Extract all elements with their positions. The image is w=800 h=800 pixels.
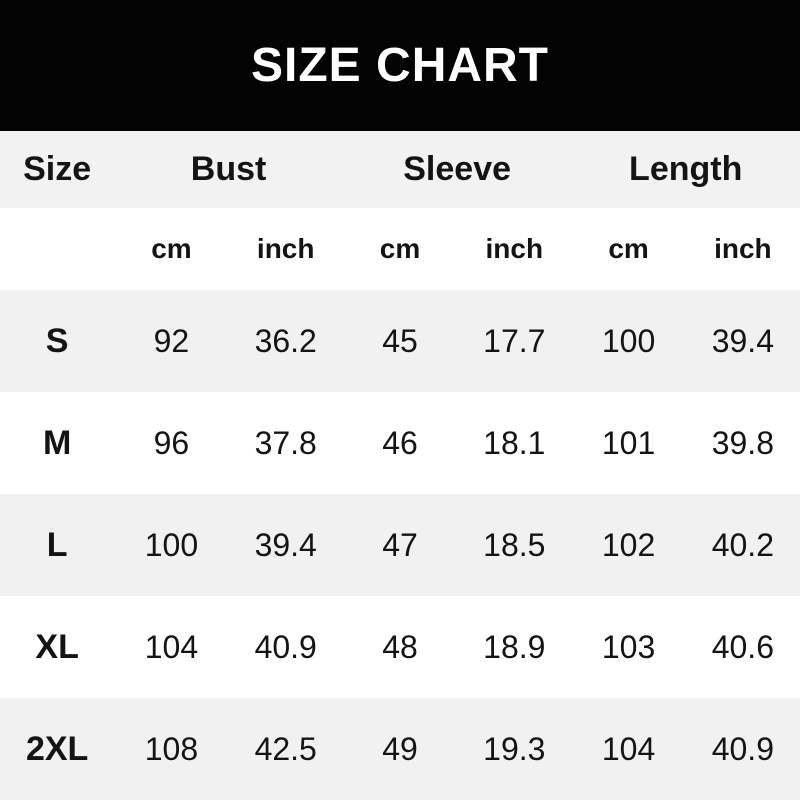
units-header-length-inch: inch — [714, 233, 772, 264]
bust-cm-value: 100 — [144, 526, 199, 563]
length-cm-value: 101 — [601, 424, 656, 461]
sleeve-inch-value: 17.7 — [483, 322, 546, 359]
units-header-sleeve-inch: inch — [485, 233, 544, 264]
length-cm-value: 100 — [601, 322, 656, 359]
sleeve-inch-value: 18.5 — [483, 526, 546, 563]
bust-cm-value: 96 — [153, 424, 190, 461]
sleeve-cm-value: 47 — [382, 526, 418, 563]
page-title: SIZE CHART — [251, 38, 549, 92]
table-row-l: L 100 39.4 47 18.5 102 40.2 — [0, 494, 800, 596]
bust-inch-value: 40.9 — [254, 628, 317, 665]
bust-cm-value: 92 — [153, 322, 190, 359]
sleeve-cm-value: 45 — [382, 322, 418, 359]
units-header-row: cm inch cm inch cm inch — [0, 208, 800, 290]
size-label: 2XL — [25, 729, 89, 768]
bust-inch-value: 42.5 — [254, 730, 317, 767]
table-row-2xl: 2XL 108 42.5 49 19.3 104 40.9 — [0, 698, 800, 800]
column-header-size: Size — [23, 150, 92, 188]
sleeve-inch-value: 18.9 — [483, 628, 546, 665]
bust-cm-value: 108 — [144, 730, 199, 767]
units-header-bust-inch: inch — [256, 233, 315, 264]
length-inch-value: 40.9 — [711, 730, 774, 767]
column-header-row: Size Bust Sleeve Length — [0, 131, 800, 208]
units-header-length-cm: cm — [608, 233, 649, 264]
size-label: L — [46, 525, 68, 564]
table-row-s: S 92 36.2 45 17.7 100 39.4 — [0, 290, 800, 392]
column-header-length: Length — [629, 150, 743, 188]
bust-inch-value: 37.8 — [254, 424, 317, 461]
table-row-m: M 96 37.8 46 18.1 101 39.8 — [0, 392, 800, 494]
sleeve-cm-value: 49 — [382, 730, 418, 767]
banner: SIZE CHART — [0, 0, 800, 131]
bust-cm-value: 104 — [144, 628, 199, 665]
sleeve-inch-value: 18.1 — [483, 424, 546, 461]
table-row-xl: XL 104 40.9 48 18.9 103 40.6 — [0, 596, 800, 698]
length-cm-value: 104 — [601, 730, 656, 767]
size-label: S — [45, 321, 69, 360]
length-cm-value: 102 — [601, 526, 656, 563]
bust-inch-value: 36.2 — [254, 322, 317, 359]
length-cm-value: 103 — [601, 628, 656, 665]
sleeve-cm-value: 48 — [382, 628, 418, 665]
size-label: XL — [35, 627, 79, 666]
sleeve-cm-value: 46 — [382, 424, 418, 461]
length-inch-value: 40.6 — [711, 628, 774, 665]
column-header-sleeve: Sleeve — [403, 150, 512, 188]
sleeve-inch-value: 19.3 — [483, 730, 546, 767]
units-header-sleeve-cm: cm — [379, 233, 421, 264]
units-header-bust-cm: cm — [151, 233, 192, 264]
length-inch-value: 39.8 — [711, 424, 774, 461]
length-inch-value: 40.2 — [711, 526, 774, 563]
size-label: M — [42, 423, 72, 462]
bust-inch-value: 39.4 — [254, 526, 317, 563]
column-header-bust: Bust — [190, 150, 267, 188]
length-inch-value: 39.4 — [711, 322, 774, 359]
